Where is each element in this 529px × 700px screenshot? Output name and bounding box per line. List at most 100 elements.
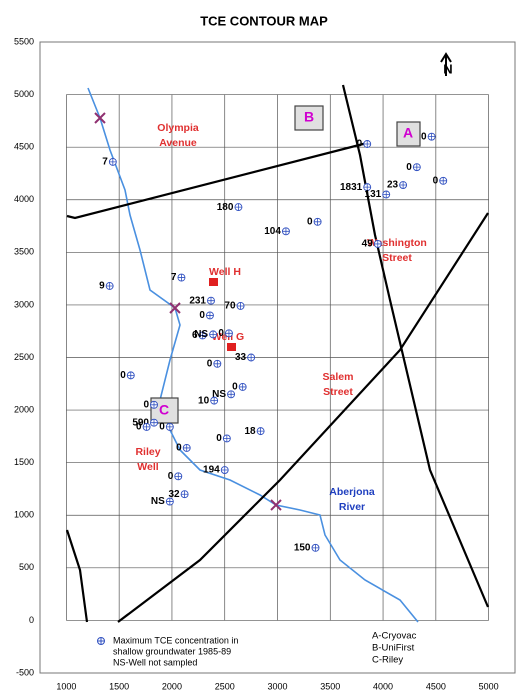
well-symbol bbox=[237, 302, 245, 310]
well-label: 0 bbox=[143, 399, 149, 410]
legend-text: A-Cryovac bbox=[372, 631, 417, 642]
well-label: 6 bbox=[192, 330, 198, 341]
sample-well bbox=[165, 422, 174, 431]
well-label: 9 bbox=[99, 281, 105, 292]
well-label: Well H bbox=[209, 266, 241, 278]
site-box bbox=[396, 121, 421, 147]
well-label: NS bbox=[194, 329, 208, 340]
sample-well bbox=[399, 181, 408, 189]
well-label: 194 bbox=[203, 465, 220, 476]
road bbox=[117, 212, 489, 623]
sample-well bbox=[234, 203, 243, 212]
well-label: 0 bbox=[218, 328, 224, 339]
sample-well bbox=[247, 353, 256, 362]
well-label: 23 bbox=[387, 180, 399, 191]
well-symbol bbox=[225, 329, 233, 337]
well-symbol bbox=[106, 282, 114, 290]
y-tick-label: 4500 bbox=[14, 142, 34, 152]
well-symbol bbox=[210, 397, 218, 405]
well-symbol bbox=[221, 466, 229, 474]
x-tick-label: 4500 bbox=[426, 681, 446, 691]
street-label: Avenue bbox=[159, 137, 197, 149]
legend-symbol bbox=[97, 637, 105, 645]
sample-well bbox=[209, 330, 218, 339]
well-symbol bbox=[439, 177, 447, 185]
sample-well bbox=[198, 331, 207, 340]
well-symbol bbox=[363, 140, 371, 148]
grid bbox=[66, 94, 489, 621]
sample-well bbox=[311, 543, 320, 552]
well-label: 0 bbox=[433, 175, 439, 186]
well-label: Riley bbox=[135, 446, 160, 458]
street-label: Washington bbox=[367, 237, 427, 249]
sample-well bbox=[142, 422, 151, 431]
y-tick-label: 2500 bbox=[14, 352, 34, 362]
well-label: 49 bbox=[362, 239, 374, 250]
well-symbol bbox=[239, 383, 247, 391]
sample-well bbox=[150, 400, 158, 409]
well-label: 0 bbox=[168, 471, 174, 482]
well-symbol bbox=[166, 423, 174, 431]
sample-well bbox=[108, 157, 117, 166]
well-label: 1831 bbox=[340, 182, 363, 193]
sample-well bbox=[165, 497, 174, 506]
sample-well bbox=[224, 329, 233, 338]
well-marker bbox=[227, 343, 236, 351]
well-symbol bbox=[166, 498, 174, 506]
sample-well bbox=[281, 227, 290, 236]
sample-well bbox=[150, 418, 158, 427]
sample-well bbox=[363, 140, 372, 148]
well-label: 0 bbox=[120, 370, 126, 381]
well-label: 0 bbox=[136, 422, 142, 433]
street-label: Street bbox=[382, 252, 412, 264]
well-symbol bbox=[234, 203, 242, 211]
well-symbol bbox=[314, 218, 322, 226]
well-label: 104 bbox=[264, 226, 281, 237]
well-symbol bbox=[374, 240, 382, 248]
well-label: 0 bbox=[216, 433, 222, 444]
x-marks bbox=[94, 112, 282, 511]
well-symbol bbox=[382, 190, 390, 198]
sample-well bbox=[105, 282, 114, 290]
well-label: NS bbox=[151, 496, 165, 507]
river-label: River bbox=[339, 501, 365, 513]
road bbox=[66, 141, 368, 220]
well-symbol bbox=[363, 183, 371, 191]
sample-well bbox=[256, 427, 265, 436]
well-symbol bbox=[247, 354, 255, 361]
sample-well bbox=[207, 296, 215, 305]
sample-well bbox=[177, 273, 186, 282]
y-tick-label: 4000 bbox=[14, 194, 34, 204]
well-symbol bbox=[413, 163, 421, 171]
well-symbol bbox=[257, 427, 265, 435]
sample-well bbox=[174, 472, 183, 481]
well-label: 0 bbox=[357, 139, 363, 150]
well-symbol bbox=[282, 227, 290, 235]
x-tick-label: 2000 bbox=[162, 681, 182, 691]
site-label: C bbox=[159, 402, 169, 418]
sample-well bbox=[126, 371, 135, 380]
legend-text: shallow groundwater 1985-89 bbox=[113, 646, 231, 656]
y-tick-label: -500 bbox=[16, 667, 34, 677]
well-symbol bbox=[183, 444, 191, 452]
well-symbol bbox=[181, 490, 189, 498]
sample-well bbox=[210, 396, 219, 405]
sample-well bbox=[238, 382, 247, 391]
street-label: Salem bbox=[323, 371, 354, 383]
x-tick-label: 4000 bbox=[373, 681, 393, 691]
sample-well bbox=[363, 183, 372, 192]
x-tick-label: 1500 bbox=[109, 681, 129, 691]
y-tick-label: 1500 bbox=[14, 457, 34, 467]
y-tick-label: 0 bbox=[29, 615, 34, 625]
well-label: 131 bbox=[365, 189, 382, 200]
sample-well bbox=[382, 190, 391, 199]
sample-well bbox=[427, 132, 436, 141]
street-label: Street bbox=[323, 386, 353, 398]
x-tick-label: 3000 bbox=[267, 681, 287, 691]
well-label: 7 bbox=[171, 272, 177, 283]
well-label: 18 bbox=[244, 426, 256, 437]
sample-well bbox=[373, 239, 382, 248]
north-arrow bbox=[440, 52, 452, 76]
y-tick-label: 3500 bbox=[14, 247, 34, 257]
